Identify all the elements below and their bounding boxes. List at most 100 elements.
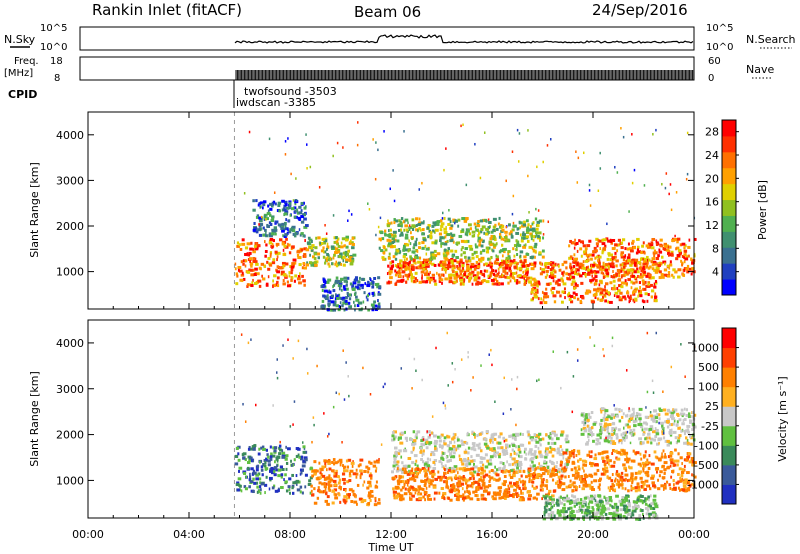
data-cell [413,260,416,264]
data-cell [582,151,585,155]
data-cell [384,229,387,233]
data-cell [626,256,631,260]
data-cell [331,460,334,464]
data-cell [512,474,516,478]
data-cell [545,449,547,453]
data-cell [398,269,401,273]
data-cell [246,284,249,288]
data-cell [522,274,527,278]
data-cell [313,252,318,256]
data-cell [502,452,507,456]
data-cell [444,270,447,274]
data-cell [612,279,616,283]
data-cell [459,494,463,498]
data-cell [645,255,649,259]
data-cell [587,258,590,262]
data-cell [578,262,583,266]
data-cell [513,461,517,465]
data-cell [613,479,617,483]
data-cell [529,228,533,232]
data-cell [523,277,526,281]
data-cell [476,271,480,275]
data-cell [428,497,433,501]
data-cell [312,469,315,473]
data-cell [354,291,357,295]
data-cell [313,261,317,265]
data-cell [501,243,504,247]
data-cell [490,268,494,272]
data-cell [422,238,427,242]
data-cell [480,256,485,260]
data-cell [252,259,256,263]
data-cell [568,244,571,248]
data-cell [642,287,647,291]
data-cell [613,415,616,419]
data-cell [276,464,279,468]
data-cell [421,443,426,447]
data-cell [334,247,339,251]
data-cell [440,219,443,223]
data-cell [669,486,672,490]
data-cell [659,437,663,441]
data-cell [455,492,460,496]
data-cell [283,240,287,244]
data-cell [480,449,483,453]
data-cell [540,480,544,484]
data-cell [274,460,276,464]
data-cell [440,264,444,268]
data-cell [569,479,572,483]
data-cell [489,243,493,247]
data-cell [526,239,530,243]
data-cell [277,474,281,478]
data-cell [509,263,511,267]
data-cell [494,274,498,278]
data-cell [606,222,608,226]
data-cell [396,464,400,468]
data-cell [332,289,336,293]
data-cell [598,239,602,243]
data-cell [644,463,647,467]
data-cell [418,188,421,191]
data-cell [433,462,436,466]
data-cell [478,478,481,482]
data-cell [467,451,470,455]
data-cell [459,260,463,264]
data-cell [571,241,575,245]
data-cell [569,265,571,269]
data-cell [620,255,625,259]
data-cell [511,436,514,440]
data-cell [323,481,326,485]
data-cell [627,242,630,246]
data-cell [362,483,364,487]
data-cell [564,296,566,300]
data-cell [564,475,567,479]
data-cell [655,266,660,270]
data-cell [617,483,622,487]
data-cell [620,483,623,487]
data-cell [496,282,501,286]
data-cell [284,140,287,143]
data-cell [537,472,541,476]
data-cell [283,208,287,212]
data-cell [528,480,531,484]
data-cell [595,291,598,295]
data-cell [511,444,516,448]
data-cell [265,217,270,221]
data-cell [547,492,550,496]
data-cell [614,255,617,259]
data-cell [404,248,409,252]
data-cell [530,234,534,238]
data-cell [396,494,400,498]
data-cell [248,251,252,255]
y-tick-label: 2000 [56,220,84,233]
data-cell [587,432,592,436]
freq-label-2: [MHz] [4,68,33,79]
data-cell [465,269,468,273]
data-cell [334,461,338,465]
data-cell [401,461,404,465]
data-cell [533,292,538,296]
data-cell [590,411,594,415]
data-cell [459,264,461,268]
data-cell [405,280,408,284]
